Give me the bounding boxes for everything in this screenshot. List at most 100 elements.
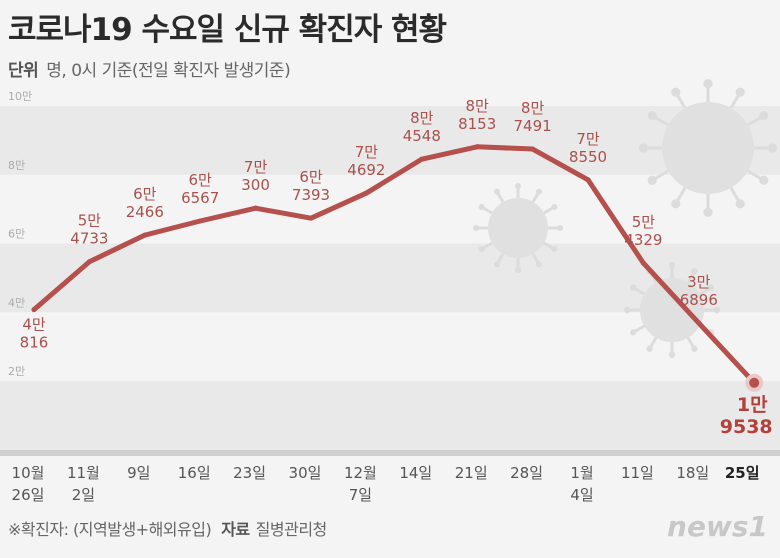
data-point bbox=[749, 377, 760, 388]
virus-spike-tip bbox=[668, 351, 676, 358]
series-line bbox=[31, 144, 757, 386]
virus-spike bbox=[482, 206, 493, 215]
x-tick-label: 2일 bbox=[72, 486, 95, 504]
data-point bbox=[308, 215, 314, 221]
virus-spike bbox=[747, 115, 763, 127]
virus-spike-tip bbox=[713, 306, 720, 314]
x-tick-label: 14일 bbox=[399, 464, 432, 482]
virus-spike bbox=[686, 271, 695, 284]
x-tick-label: 9일 bbox=[127, 464, 150, 482]
y-tick-label: 6만 bbox=[8, 228, 25, 241]
data-label: 2466 bbox=[126, 203, 164, 221]
data-label: 300 bbox=[241, 176, 270, 194]
data-label: 8만 bbox=[466, 97, 490, 115]
data-point bbox=[419, 156, 425, 162]
virus-spike bbox=[686, 336, 695, 349]
virus-spike-tip bbox=[551, 246, 558, 252]
data-point bbox=[86, 259, 92, 265]
virus-spike bbox=[653, 169, 669, 181]
data-label: 7393 bbox=[292, 186, 330, 204]
virus-spike-tip bbox=[536, 261, 542, 268]
x-tick-label: 30일 bbox=[289, 464, 322, 482]
virus-spike-tip bbox=[494, 188, 500, 195]
data-point bbox=[585, 177, 591, 183]
virus-spike bbox=[633, 324, 646, 333]
x-tick-label: 12월 bbox=[344, 464, 377, 482]
virus-spike-tip bbox=[735, 87, 745, 97]
x-tick-label: 21일 bbox=[455, 464, 488, 482]
data-point bbox=[474, 144, 480, 150]
virus-spike-tip bbox=[703, 207, 713, 217]
data-label: 8153 bbox=[458, 115, 496, 133]
virus-spike-tip bbox=[639, 143, 649, 153]
x-axis-baseline bbox=[0, 450, 780, 456]
data-label: 6만 bbox=[133, 185, 157, 203]
virus-spike-tip bbox=[624, 306, 631, 314]
virus-spike-tip bbox=[478, 204, 485, 210]
data-label: 4548 bbox=[403, 127, 441, 145]
virus-spike bbox=[649, 336, 658, 349]
virus-spike-tip bbox=[691, 345, 698, 352]
y-tick-label: 8만 bbox=[8, 159, 25, 172]
data-label: 6만 bbox=[299, 168, 323, 186]
virus-spike-tip bbox=[536, 188, 542, 195]
subtitle: 단위 명, 0시 기준(전일 확진자 발생기준) bbox=[8, 56, 291, 81]
virus-spike bbox=[675, 187, 687, 203]
data-label: 6만 bbox=[189, 171, 213, 189]
virus-spike-tip bbox=[630, 329, 637, 336]
virus-spike-tip bbox=[647, 175, 657, 185]
virus-spike-tip bbox=[515, 267, 521, 273]
data-point bbox=[696, 320, 702, 326]
virus-spike bbox=[496, 192, 505, 203]
data-label: 8550 bbox=[569, 148, 607, 166]
virus-spike-tip bbox=[671, 199, 681, 209]
unit-text: 명, 0시 기준(전일 확진자 발생기준) bbox=[46, 61, 291, 81]
data-label: 7만 bbox=[576, 130, 600, 148]
virus-spike-tip bbox=[473, 225, 479, 231]
x-tick-label: 4일 bbox=[570, 486, 593, 504]
data-point bbox=[640, 260, 646, 266]
x-tick-label: 11월 bbox=[67, 464, 100, 482]
x-tick-label: 16일 bbox=[178, 464, 211, 482]
virus-spike-tip bbox=[668, 262, 676, 269]
grid-band bbox=[0, 381, 780, 450]
virus-spike-tip bbox=[494, 261, 500, 268]
virus-spike bbox=[729, 93, 741, 109]
y-tick-label: 10만 bbox=[8, 90, 32, 103]
virus-spike bbox=[482, 241, 493, 250]
data-label: 5만 bbox=[78, 212, 102, 230]
page-title: 코로나19 수요일 신규 확진자 현황 bbox=[8, 12, 447, 48]
data-label: 4만 bbox=[22, 316, 46, 334]
virus-spike-tip bbox=[759, 111, 769, 121]
virus-spike-tip bbox=[707, 284, 714, 291]
x-tick-label: 18일 bbox=[676, 464, 709, 482]
data-point bbox=[31, 307, 37, 313]
data-label: 4329 bbox=[624, 231, 662, 249]
virus-spike-tip bbox=[735, 199, 745, 209]
data-label: 1만 bbox=[737, 394, 768, 416]
data-label: 3만 bbox=[687, 273, 711, 291]
virus-spike bbox=[698, 287, 711, 296]
virus-spike bbox=[531, 192, 540, 203]
data-point bbox=[530, 146, 536, 152]
footer: ※확진자: (지역발생+해외유입) 자료 질병관리청 bbox=[8, 516, 327, 540]
x-tick-label: 28일 bbox=[510, 464, 543, 482]
virus-spike bbox=[729, 187, 741, 203]
data-point bbox=[253, 205, 259, 211]
virus-spike-tip bbox=[759, 175, 769, 185]
x-tick-label: 11일 bbox=[621, 464, 654, 482]
data-label: 7491 bbox=[514, 117, 552, 135]
virus-spike bbox=[633, 287, 646, 296]
data-point bbox=[197, 218, 203, 224]
y-tick-label: 2만 bbox=[8, 365, 25, 378]
data-label: 8만 bbox=[521, 99, 545, 117]
virus-spike-tip bbox=[671, 87, 681, 97]
data-point bbox=[142, 232, 148, 238]
x-tick-label: 26일 bbox=[12, 486, 45, 504]
x-tick-label: 1월 bbox=[570, 464, 593, 482]
virus-spike-tip bbox=[557, 225, 563, 231]
data-label: 6567 bbox=[181, 189, 219, 207]
data-label: 7만 bbox=[355, 143, 379, 161]
virus-spike-tip bbox=[515, 183, 521, 189]
